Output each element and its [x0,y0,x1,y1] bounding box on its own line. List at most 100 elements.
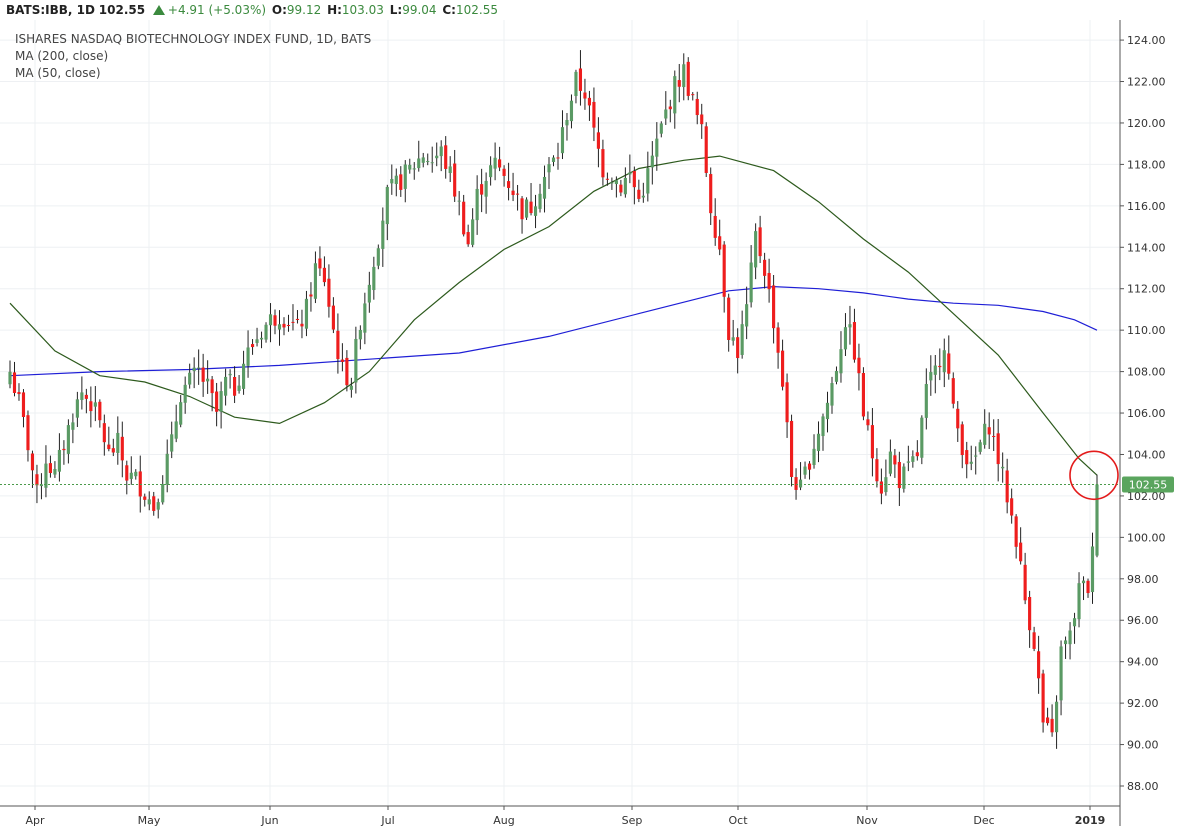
candle-body [664,109,668,119]
candle-body [493,157,497,169]
candle-body [942,350,946,373]
candle-body [1037,651,1041,679]
candle-body [84,394,88,399]
y-tick-label: 118.00 [1127,158,1166,171]
candle-body [529,201,533,214]
candle-body [8,371,12,385]
candle-body [327,278,331,307]
candle-body [1055,701,1059,733]
candle-body [1081,580,1086,584]
candle-body [116,432,120,453]
candle-body [763,259,767,276]
candle-body [192,367,196,372]
candle-body [816,433,821,452]
candle-body [264,324,268,340]
candle-body [26,415,30,451]
last-price-tag-label: 102.55 [1129,479,1168,492]
candle-body [62,448,66,451]
y-tick-label: 108.00 [1127,366,1166,379]
candle-body [511,190,515,196]
y-tick-label: 90.00 [1127,739,1159,752]
candle-body [197,367,201,369]
candle-body [21,392,26,417]
candle-body [574,71,578,97]
last-price-value: 102.55 [98,3,146,17]
candle-body [987,427,991,435]
candle-body [556,157,560,159]
candle-body [174,421,178,439]
candle-body [758,227,762,257]
candle-body [385,186,389,225]
candle-body [107,444,111,450]
candle-body [291,321,295,323]
candle-body [304,298,309,329]
candle-body [439,146,443,157]
candle-body [965,450,969,465]
candle-body [848,324,852,328]
candle-body [843,327,848,350]
candle-body [1095,484,1099,556]
candle-body [1028,596,1032,631]
candle-body [605,178,609,180]
y-tick-label: 116.00 [1127,200,1166,213]
low-label: L: [389,3,403,17]
candle-body [974,455,978,457]
candle-body [156,502,160,510]
close-value: 102.55 [455,3,498,17]
candle-body [507,181,511,188]
candle-body [1077,583,1081,620]
candle-body [120,436,124,461]
candle-body [772,285,776,329]
candle-body [444,145,448,169]
candle-body [48,463,52,474]
candle-body [403,164,407,189]
y-tick-label: 100.00 [1127,531,1166,544]
y-tick-label: 94.00 [1127,656,1159,669]
candle-body [879,481,883,494]
candle-body [960,424,964,456]
candle-body [650,155,654,168]
candle-body [870,425,874,459]
candle-body [915,452,919,457]
candle-body [152,496,156,511]
candle-body [852,322,857,360]
y-tick-label: 106.00 [1127,407,1166,420]
candle-body [520,198,524,220]
y-tick-label: 92.00 [1127,697,1159,710]
candle-body [241,363,246,389]
candle-body [776,327,780,353]
candle-body [129,472,133,479]
highlight-circle [1069,450,1119,501]
candle-body [722,244,726,297]
legend-ma50: MA (50, close) [15,66,101,80]
candle-body [538,193,542,209]
price-chart[interactable]: 124.00 122.00 120.00 118.00 116.00 114.00 112.… [0,20,1188,838]
candle-body [498,159,502,168]
candle-body [785,382,789,423]
candle-body [996,433,1000,465]
candle-body [731,337,735,341]
candle-body [736,337,740,359]
candle-body [596,132,600,149]
candle-body [277,324,282,330]
candle-body [219,391,223,412]
candle-body [866,419,870,426]
candle-body [911,456,915,462]
candle-body [295,318,300,320]
candle-body [767,273,771,290]
candle-body [179,402,183,425]
candle-body [17,392,21,395]
candle-body [610,182,614,184]
candle-body [309,294,313,297]
candle-body [188,372,192,385]
candles-layer [8,50,1099,749]
candle-body [745,304,749,327]
candle-body [471,219,475,245]
close-label: C: [442,3,456,17]
candle-body [1046,717,1050,724]
candle-body [268,314,273,326]
candle-body [376,248,380,266]
candle-body [812,448,816,466]
y-tick-label: 122.00 [1127,76,1166,89]
candle-body [628,172,632,175]
